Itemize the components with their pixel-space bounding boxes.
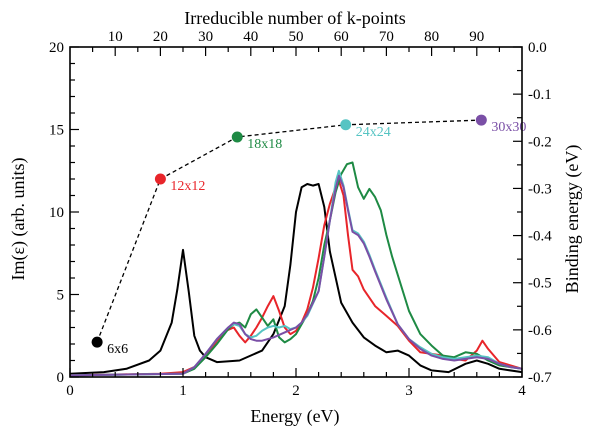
- right-tick-label: 0.0: [528, 40, 547, 56]
- convergence-line: [96, 119, 482, 343]
- right-tick-label: -0.1: [528, 87, 552, 103]
- top-tick-label: 80: [424, 29, 439, 45]
- right-tick-label: -0.6: [528, 323, 552, 339]
- convergence-point: [154, 173, 166, 185]
- point-label: 30x30: [491, 120, 526, 135]
- x-tick-label: 1: [179, 383, 187, 399]
- top-tick-label: 20: [153, 29, 168, 45]
- convergence-point: [231, 131, 243, 143]
- right-tick-label: -0.3: [528, 181, 552, 197]
- y-tick-label: 10: [49, 205, 64, 221]
- series-line: [69, 169, 523, 377]
- top-tick-label: 60: [334, 29, 349, 45]
- x-tick-label: 4: [518, 383, 526, 399]
- top-tick-label: 40: [243, 29, 258, 45]
- right-tick-label: -0.7: [528, 370, 552, 386]
- point-label: 12x12: [170, 179, 205, 194]
- x-tick-label: 2: [292, 383, 300, 399]
- y-axis-title: Im(ε) (arb. units): [8, 157, 29, 280]
- top-tick-label: 30: [198, 29, 213, 45]
- point-label: 18x18: [247, 137, 282, 152]
- top-axis-title: Irreducible number of k-points: [184, 8, 405, 28]
- convergence-point: [475, 114, 487, 126]
- x-axis-title: Energy (eV): [250, 406, 339, 427]
- top-tick-label: 50: [289, 29, 304, 45]
- convergence-point: [340, 119, 352, 131]
- right-axis-title: Binding energy (eV): [562, 145, 583, 294]
- top-tick-label: 70: [379, 29, 394, 45]
- y-tick-label: 15: [49, 123, 64, 139]
- point-label: 24x24: [356, 125, 391, 140]
- right-tick-label: -0.5: [528, 276, 552, 292]
- series-line: [69, 183, 523, 375]
- series-line: [69, 161, 523, 377]
- point-label: 6x6: [107, 342, 128, 357]
- y-tick-label: 0: [57, 370, 65, 386]
- x-tick-label: 0: [66, 383, 74, 399]
- x-tick-label: 3: [405, 383, 413, 399]
- convergence-point: [91, 336, 103, 348]
- right-tick-label: -0.2: [528, 134, 552, 150]
- series-line: [69, 174, 523, 377]
- y-tick-label: 20: [49, 40, 64, 56]
- y-tick-label: 5: [57, 288, 65, 304]
- right-tick-label: -0.4: [528, 229, 552, 245]
- top-tick-label: 10: [108, 29, 123, 45]
- top-tick-label: 90: [469, 29, 484, 45]
